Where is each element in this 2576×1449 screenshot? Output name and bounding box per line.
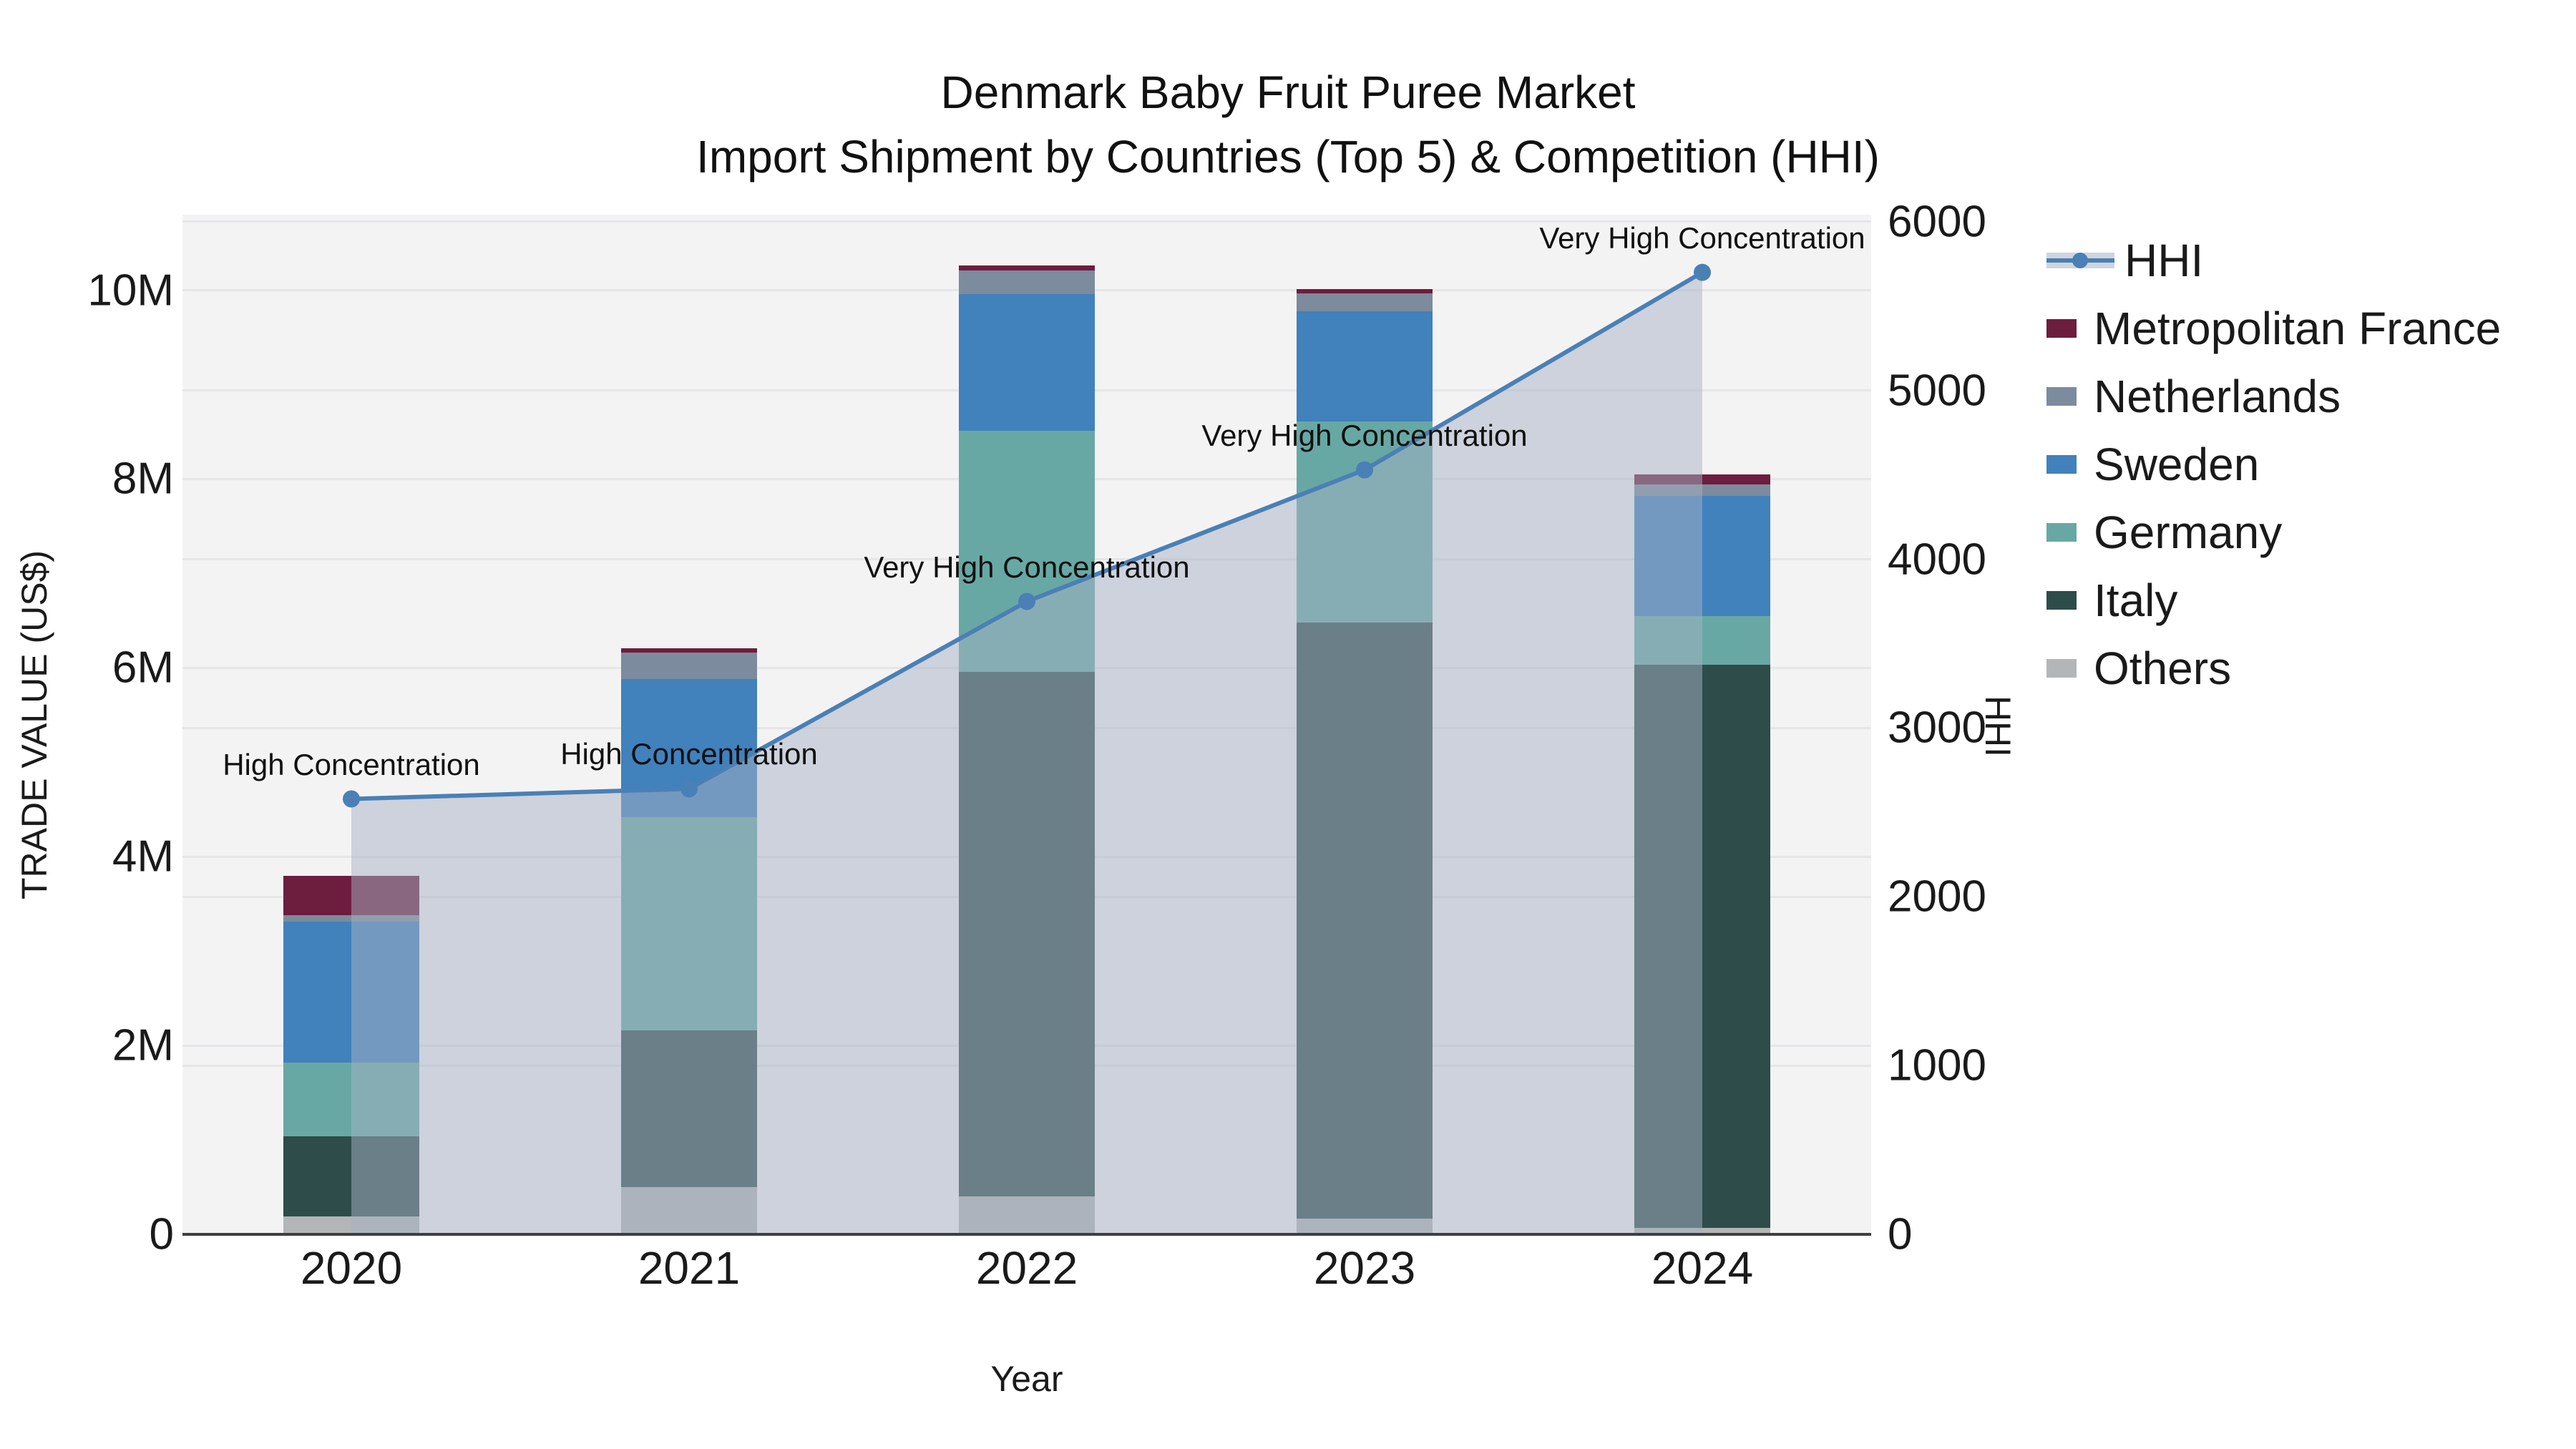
hhi-marker-2022 [1018,592,1035,610]
x-tick-2021: 2021 [638,1242,741,1294]
legend-patch-italy [2046,591,2077,610]
x-tick-2024: 2024 [1651,1242,1754,1294]
legend-label: Netherlands [2094,371,2341,422]
legend-item-hhi: HHI [2046,234,2203,287]
bar-segment-netherlands-2023 [1297,293,1433,311]
right-tick-3000: 3000 [1888,703,1986,753]
right-tick-2000: 2000 [1888,872,1986,922]
legend-item-sweden: Sweden [2046,438,2259,491]
legend-item-metropolitan-france: Metropolitan France [2046,302,2501,355]
annotation-2021: High Concentration [560,737,818,771]
x-tick-2022: 2022 [975,1242,1078,1294]
x-axis-title: Year [990,1359,1063,1399]
bar-segment-sweden-2022 [959,293,1095,431]
left-tick-4M: 4M [112,831,174,882]
x-tick-2023: 2023 [1313,1242,1416,1294]
legend-label: Italy [2094,575,2178,626]
left-tick-8M: 8M [112,454,174,504]
chart-title-line2: Import Shipment by Countries (Top 5) & C… [696,131,1880,182]
bar-segment-netherlands-2021 [621,653,757,680]
right-tick-1000: 1000 [1888,1040,1986,1091]
x-tick-2020: 2020 [300,1242,403,1294]
hhi-legend-glyph [2046,253,2114,268]
x-axis-line [182,1233,1871,1236]
hhi-marker-2020 [343,790,360,808]
legend-label: Others [2094,643,2232,694]
right-axis-title: HHI [1978,695,2018,758]
legend-label: HHI [2124,235,2204,286]
right-tick-6000: 6000 [1888,197,1986,247]
annotation-2023: Very High Concentration [1201,418,1528,452]
hhi-marker-2021 [680,780,698,798]
chart-title-line1: Denmark Baby Fruit Puree Market [940,67,1636,118]
legend-label: Sweden [2094,439,2260,490]
left-tick-2M: 2M [112,1020,174,1070]
legend-item-germany: Germany [2046,506,2282,559]
hhi-marker-2023 [1356,461,1373,479]
legend-patch-others [2046,659,2077,678]
legend-label: Germany [2094,507,2283,558]
legend-label: Metropolitan France [2094,303,2502,354]
bar-segment-metropolitan-france-2023 [1297,289,1433,293]
right-tick-0: 0 [1888,1209,1913,1259]
hhi-area [351,272,1702,1233]
right-tick-4000: 4000 [1888,535,1986,585]
legend-patch-sweden [2046,455,2077,474]
chart-title: Denmark Baby Fruit Puree Market Import S… [0,60,2576,189]
legend-item-others: Others [2046,642,2231,695]
left-axis-title: TRADE VALUE (US$) [14,550,54,899]
bar-segment-metropolitan-france-2021 [621,648,757,653]
left-tick-0: 0 [149,1209,174,1259]
hhi-marker-2024 [1694,263,1711,281]
annotation-2024: Very High Concentration [1539,220,1865,255]
legend-patch-netherlands [2046,387,2077,406]
left-tick-6M: 6M [112,643,174,693]
legend-item-italy: Italy [2046,574,2177,627]
bar-segment-netherlands-2022 [959,270,1095,294]
gridline-right-6000 [182,220,1871,223]
legend-patch-metropolitan-france [2046,319,2077,338]
annotation-2022: Very High Concentration [864,550,1190,584]
bar-segment-metropolitan-france-2022 [959,265,1095,270]
bar-segment-sweden-2023 [1297,311,1433,421]
annotation-2020: High Concentration [223,747,480,781]
legend-patch-germany [2046,523,2077,542]
left-tick-10M: 10M [87,265,174,316]
right-tick-5000: 5000 [1888,366,1986,416]
legend-item-netherlands: Netherlands [2046,370,2341,423]
